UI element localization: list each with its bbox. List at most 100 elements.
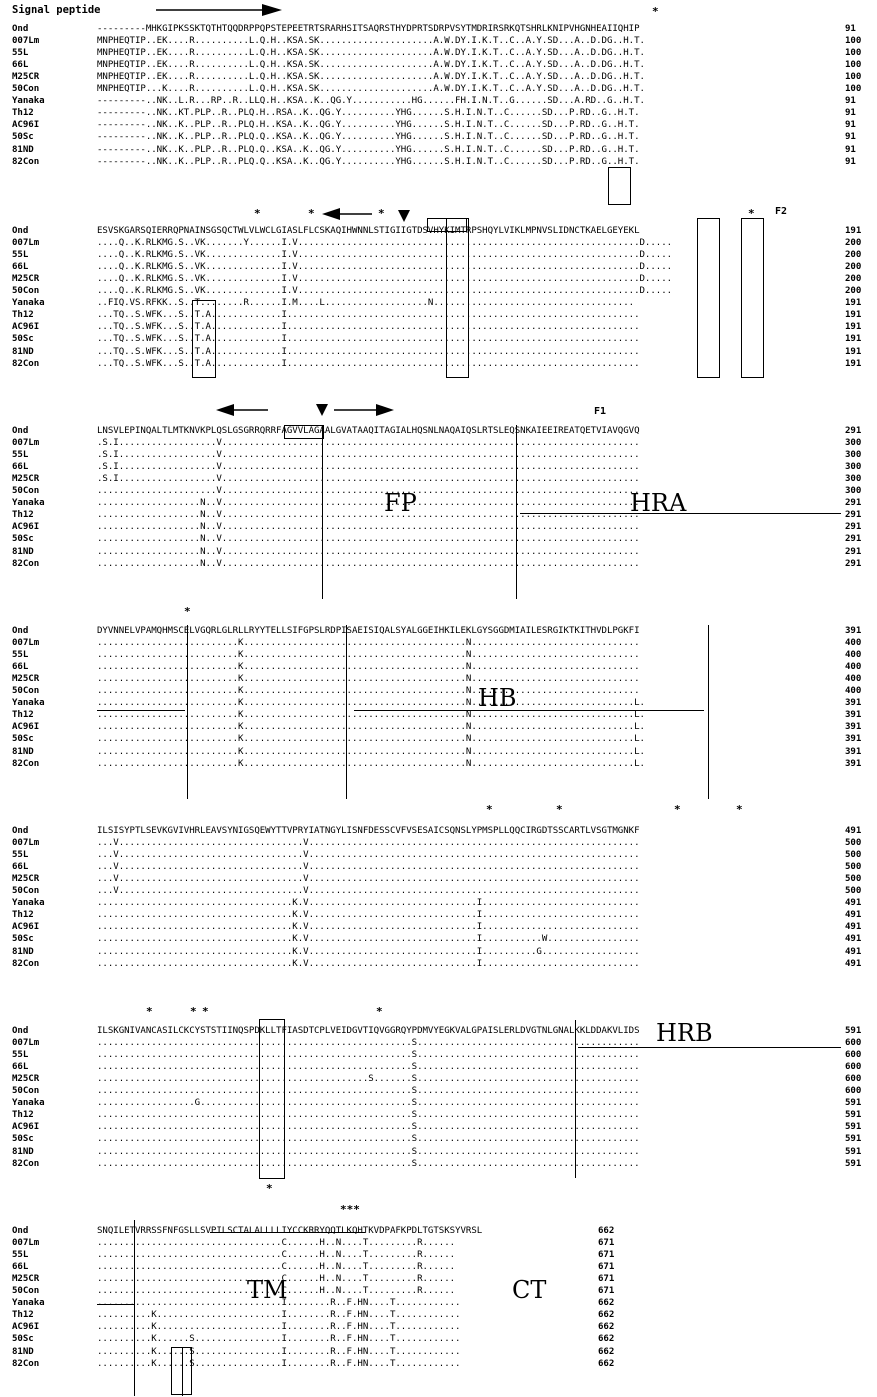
sequence-position: 200 <box>845 238 862 249</box>
sequence-position: 191 <box>845 334 862 345</box>
star-marker: * <box>202 1005 209 1018</box>
sequence-name: 81ND <box>12 144 34 155</box>
sequence-name: Yanaka <box>12 898 45 909</box>
alignment-row: 66L .S.I..................V..............… <box>0 461 877 473</box>
sequence-name: 55L <box>12 48 29 59</box>
sequence-name: Th12 <box>12 1110 34 1121</box>
sequence-position: 591 <box>845 1134 862 1145</box>
alignment-row: 66L ....Q..K.RLKMG.S..VK..............I.V… <box>0 261 877 273</box>
hra-underline <box>520 513 841 514</box>
sequence-position: 500 <box>845 838 862 849</box>
sequence-name: 55L <box>12 1250 29 1261</box>
sequence-position: 662 <box>598 1226 615 1236</box>
alignment-row: 55L MNPHEQTIP..EK....R..........L.Q.H..KS… <box>0 47 877 59</box>
sequence-name: 81ND <box>12 946 34 957</box>
sequence-text: SNQILETVRRSSFNFGSLLSVPILSCTALALLLLIYCCKR… <box>97 1226 483 1236</box>
alignment-row: 007Lm MNPHEQTIP..EK....R..........L.Q.H..… <box>0 35 877 47</box>
sequence-name: 82Con <box>12 358 40 369</box>
sequence-text: ........................................… <box>97 1122 640 1133</box>
sequence-text: ....Q..K.RLKMG.S..VK..............I.V...… <box>97 250 673 261</box>
sequence-text: ...TQ..S.WFK...S..T.A.............I.....… <box>97 310 640 321</box>
sequence-position: 391 <box>845 734 862 745</box>
sequence-text: ..........K......S................I.....… <box>97 1358 461 1369</box>
sequence-name: 50Sc <box>12 1334 34 1345</box>
sequence-text: ..........................K.............… <box>97 638 640 649</box>
glyco-box-b2c <box>192 300 216 378</box>
alignment-row: Yanaka ..........................K.......… <box>0 697 877 709</box>
sequence-name: 82Con <box>12 958 40 969</box>
star-marker: * <box>378 207 385 220</box>
sequence-name: Th12 <box>12 108 34 119</box>
alignment-row: 007Lm ..........................K........… <box>0 637 877 649</box>
sequence-position: 300 <box>845 474 862 485</box>
sequence-name: 55L <box>12 850 29 861</box>
sequence-position: 491 <box>845 910 862 921</box>
alignment-row: 50Con...................................… <box>0 1085 877 1097</box>
alignment-row: 81ND ...TQ..S.WFK...S..T.A.............I.… <box>0 346 877 358</box>
sequence-text: ...................N..V.................… <box>97 546 640 557</box>
alignment-row: 81ND ---------..NK..K..PLP..R..PLQ.Q..KSA… <box>0 144 877 156</box>
glyco-box-b7 <box>171 1347 192 1395</box>
alignment-row: 50Sc ..........................K.........… <box>0 733 877 745</box>
sequence-text: ILSISYPTLSEVKGVIVHRLEAVSYNIGSQEWYTTVPRYI… <box>97 826 640 836</box>
hrb-label: HRB <box>656 1019 713 1047</box>
sequence-position: 662 <box>598 1322 615 1333</box>
sequence-text: MNPHEQTIP..EK....R..........L.Q.H..KSA.S… <box>97 36 645 47</box>
tm-end-line <box>182 1347 183 1396</box>
sequence-position: 200 <box>845 250 862 261</box>
sequence-name: 50Sc <box>12 534 34 545</box>
alignment-row: 82Con ...TQ..S.WFK...S..T.A.............I… <box>0 358 877 370</box>
alignment-row: AC96I ---------..NK..K..PLP..R..PLQ.H..KS… <box>0 119 877 131</box>
sequence-name: M25CR <box>12 674 40 685</box>
star-marker: * <box>486 803 493 816</box>
alignment-row: Ond ILSISYPTLSEVKGVIVHRLEAVSYNIGSQEWYTTVP… <box>0 825 877 837</box>
sequence-name: 007Lm <box>12 1038 40 1049</box>
sequence-text: ...................N..V.................… <box>97 534 640 545</box>
sequence-name: Ond <box>12 226 29 236</box>
hrb-start-line <box>575 1020 576 1178</box>
alignment-row: Th12 ..........................K.........… <box>0 709 877 721</box>
sequence-position: 391 <box>845 746 862 757</box>
sequence-position: 662 <box>598 1358 615 1369</box>
alignment-row: Yanaka..................................… <box>0 1297 877 1309</box>
sequence-text: ILSKGNIVANCASILCKCYSTSTIINQSPDKLLTFIASDT… <box>97 1026 640 1036</box>
alignment-row: 55L ....Q..K.RLKMG.S..VK..............I.V… <box>0 249 877 261</box>
sequence-text: ........................................… <box>97 1062 640 1073</box>
sequence-name: Th12 <box>12 310 34 321</box>
sequence-name: 55L <box>12 650 29 661</box>
sequence-text: ..........K.......................I.....… <box>97 1310 461 1321</box>
sequence-text: ........................................… <box>97 1050 640 1061</box>
sequence-name: 81ND <box>12 1346 34 1357</box>
sequence-name: 50Con <box>12 1086 40 1097</box>
sequence-text: ..........................K.............… <box>97 710 645 721</box>
sequence-text: ---------..NK..K..PLP..R..PLQ.Q..KSA..K.… <box>97 156 640 167</box>
sequence-text: ---------..NK..K..PLP..R..PLQ.Q..KSA..K.… <box>97 132 640 143</box>
sequence-position: 191 <box>845 226 862 236</box>
sequence-name: 66L <box>12 262 29 273</box>
sequence-name: Ond <box>12 1226 29 1236</box>
alignment-row: 66L ..................................C..… <box>0 1261 877 1273</box>
star-marker: * <box>736 803 743 816</box>
sequence-text: .S.I..................V.................… <box>97 474 640 485</box>
sequence-name: Th12 <box>12 1310 34 1321</box>
sequence-name: M25CR <box>12 474 40 485</box>
sequence-text: ....................................K.V.… <box>97 910 640 921</box>
sequence-position: 662 <box>598 1334 615 1345</box>
sequence-position: 91 <box>845 144 856 155</box>
sequence-name: 50Con <box>12 886 40 897</box>
star-marker: * <box>254 207 261 220</box>
alignment-row: 82Con ..........................K........… <box>0 758 877 770</box>
sequence-name: 50Con <box>12 486 40 497</box>
alignment-row: 55L ..................................C..… <box>0 1249 877 1261</box>
sequence-text: ....Q..K.RLKMG.S..VK..............I.V...… <box>97 286 673 297</box>
alignment-row: 66L ..........................K..........… <box>0 661 877 673</box>
sequence-position: 200 <box>845 286 862 297</box>
alignment-row: AC96I ..........K.......................I… <box>0 1321 877 1333</box>
sequence-position: 91 <box>845 132 856 143</box>
sequence-name: AC96I <box>12 1322 40 1333</box>
sequence-position: 491 <box>845 922 862 933</box>
sequence-name: 007Lm <box>12 438 40 449</box>
sequence-text: ..........................K.............… <box>97 758 645 769</box>
tm-seq-underline <box>210 1232 365 1233</box>
sequence-position: 671 <box>598 1250 615 1261</box>
